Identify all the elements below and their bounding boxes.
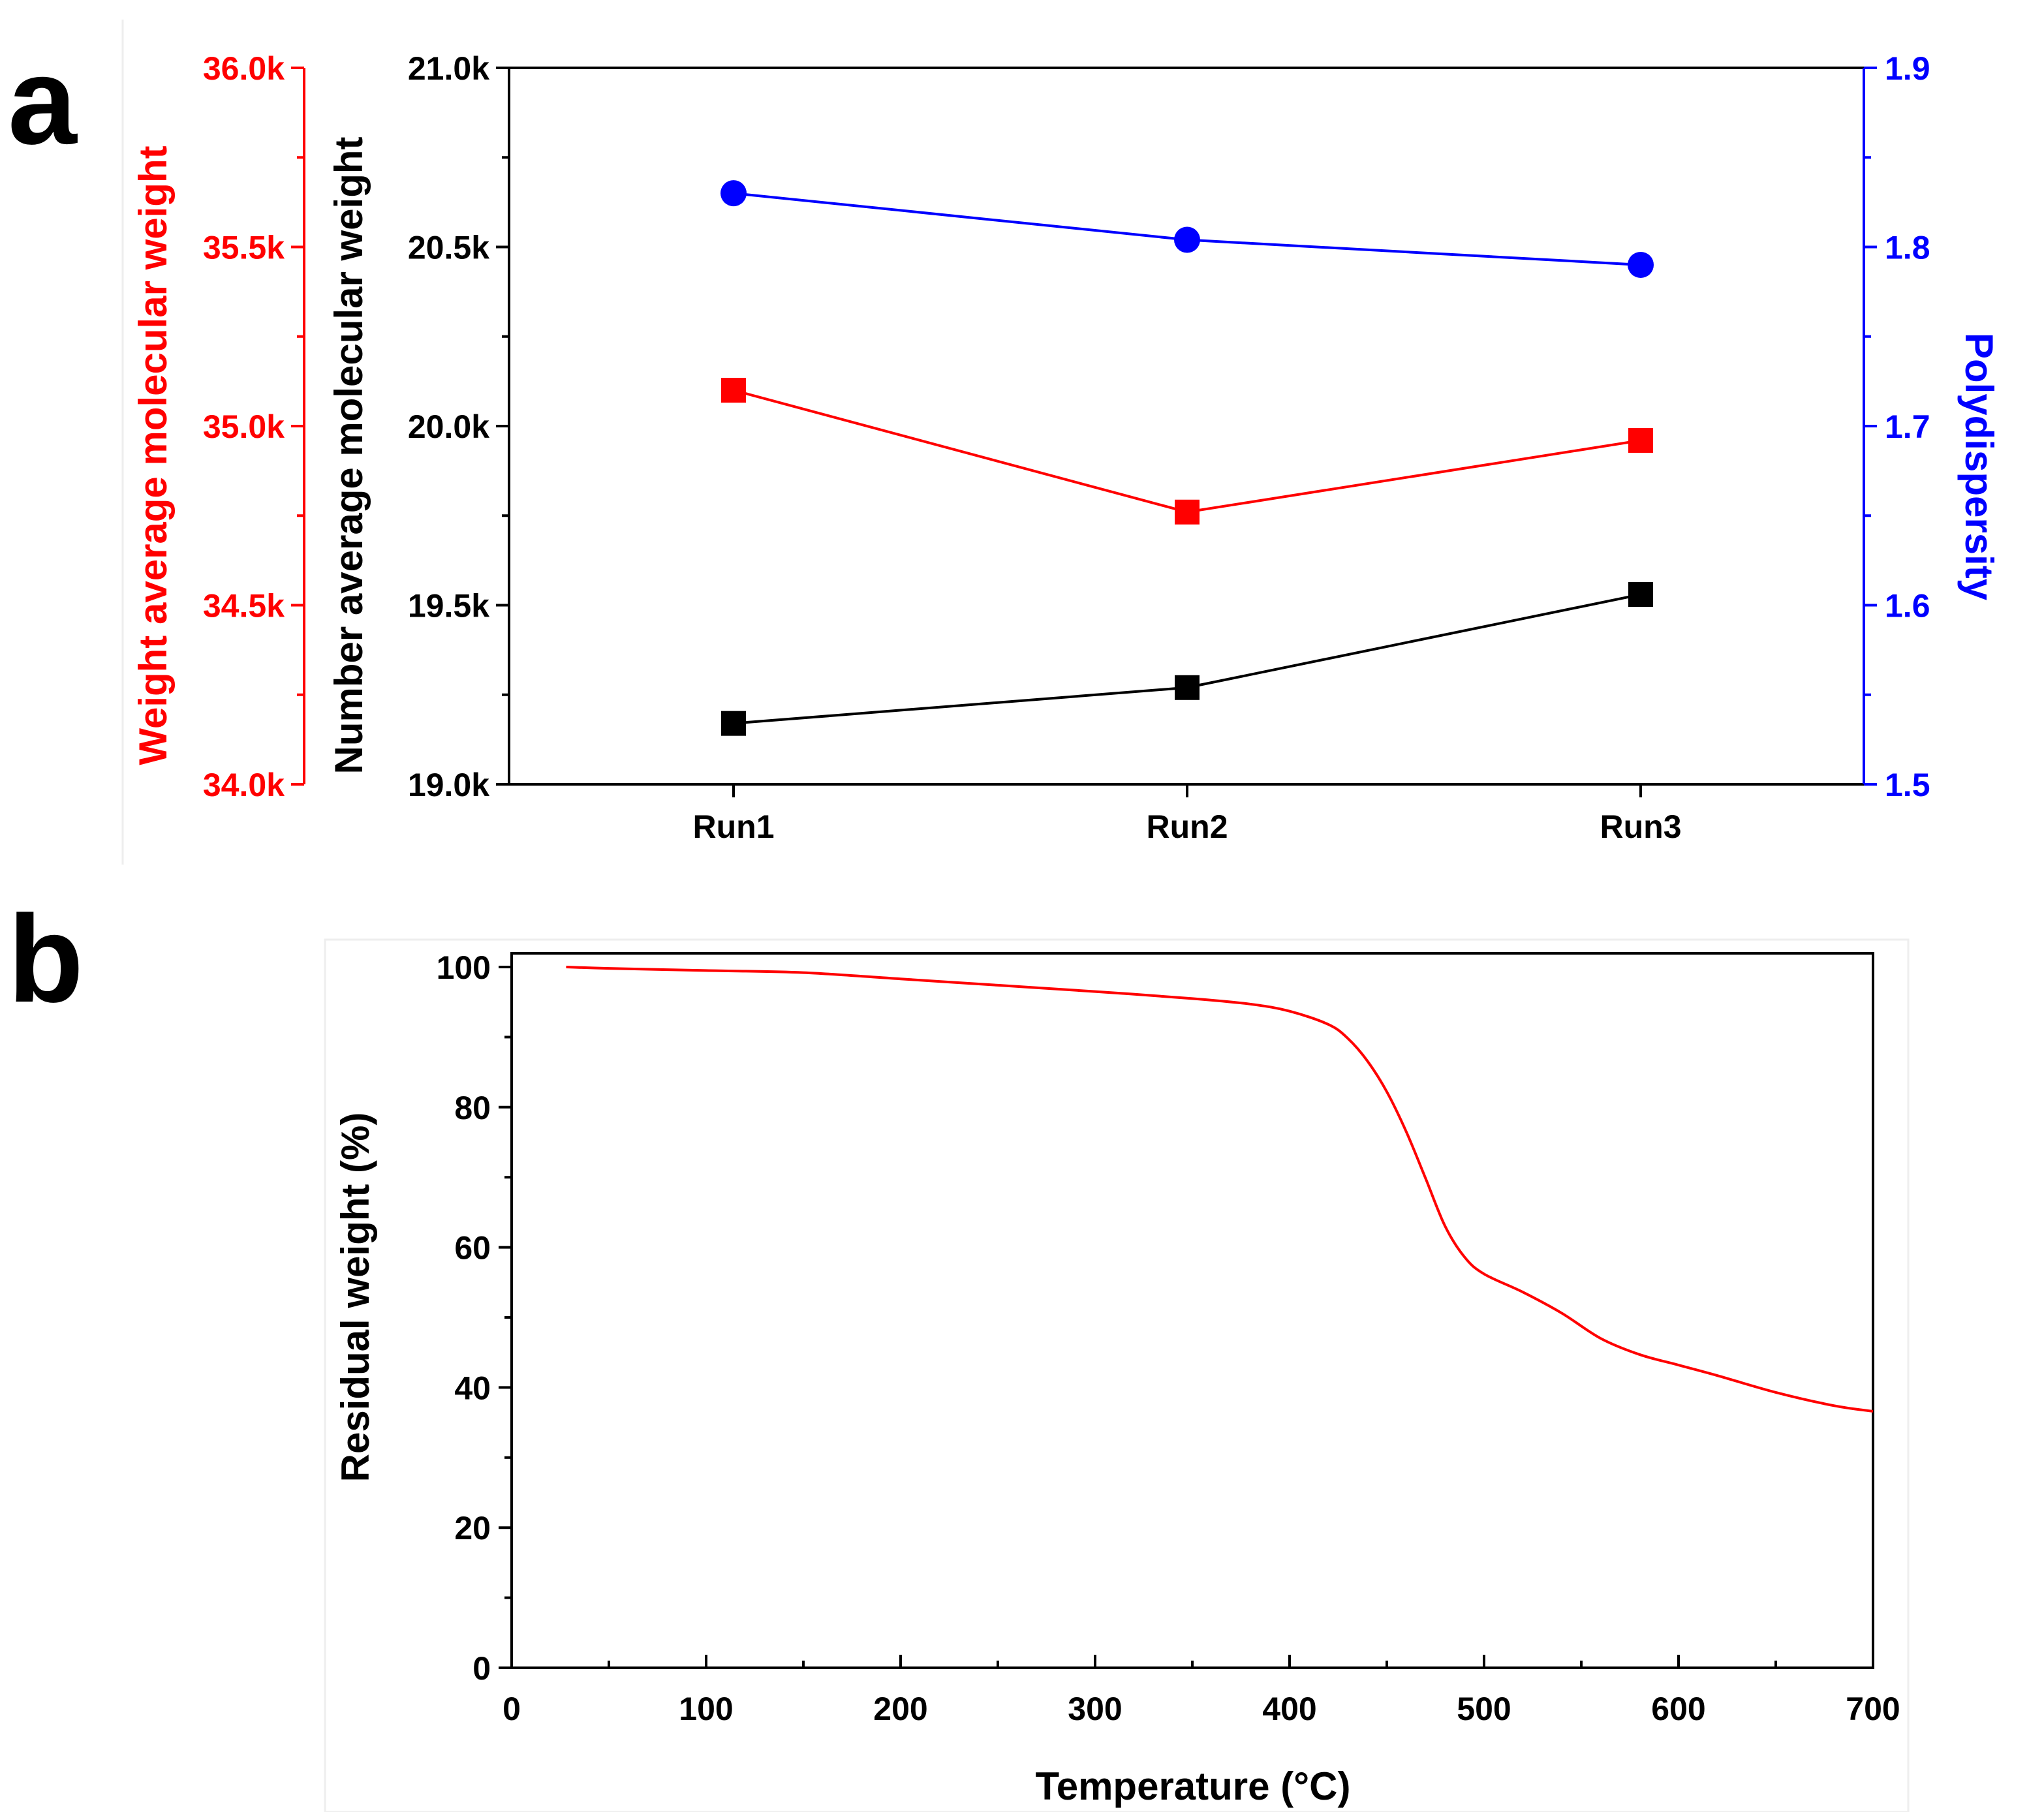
panel-b-letter: b bbox=[8, 890, 84, 1028]
x-tick-label: 400 bbox=[1262, 1691, 1316, 1727]
panel-a-letter: a bbox=[8, 32, 78, 170]
number-avg-tick-label: 20.0k bbox=[408, 408, 489, 445]
category-label: Run1 bbox=[693, 808, 775, 845]
panel-a-series bbox=[720, 180, 1654, 736]
polydispersity-tick-label: 1.5 bbox=[1885, 767, 1930, 803]
panel-b-chart: 0 100 200 300 400 500 600 700 0 20 40 60 80 100 Tempe… bbox=[324, 938, 1910, 1812]
y-tick-label: 80 bbox=[454, 1090, 491, 1126]
data-point-polydispersity bbox=[1628, 251, 1654, 278]
polydispersity-tick-label: 1.9 bbox=[1885, 50, 1930, 87]
y-tick-label: 0 bbox=[472, 1650, 491, 1687]
number-avg-axis-title: Number average molecular weight bbox=[327, 136, 371, 774]
y-tick-label: 40 bbox=[454, 1370, 491, 1406]
polydispersity-tick-label: 1.7 bbox=[1885, 408, 1930, 445]
x-tick-label: 500 bbox=[1457, 1691, 1511, 1727]
x-tick-label: 600 bbox=[1651, 1691, 1705, 1727]
data-point-weight_avg bbox=[1175, 499, 1200, 525]
data-point-polydispersity bbox=[720, 180, 747, 207]
polydispersity-axis-title: Polydispersity bbox=[1957, 333, 2001, 601]
y-tick-label: 60 bbox=[454, 1230, 491, 1267]
data-point-number_avg bbox=[1628, 582, 1653, 607]
data-point-number_avg bbox=[721, 711, 746, 736]
weight-avg-tick-label: 35.0k bbox=[203, 408, 285, 445]
y-tick-label: 20 bbox=[454, 1510, 491, 1546]
weight-avg-axis-title: Weight average molecular weight bbox=[131, 146, 175, 765]
data-point-weight_avg bbox=[1628, 427, 1653, 453]
x-tick-label: 700 bbox=[1846, 1691, 1900, 1727]
weight-avg-tick-label: 34.5k bbox=[203, 588, 285, 624]
panel-b-frame bbox=[324, 938, 1910, 1812]
weight-avg-tick-label: 34.0k bbox=[203, 767, 285, 803]
data-point-number_avg bbox=[1175, 675, 1200, 700]
panel-a-chart: 19.0k 19.5k 20.0k 20.5k 21.0k 34.0k 34.5k 35.0k… bbox=[121, 20, 2001, 865]
weight-avg-tick-label: 35.5k bbox=[203, 230, 285, 266]
polydispersity-tick-label: 1.8 bbox=[1885, 230, 1930, 266]
panel-a-axes: 19.0k 19.5k 20.0k 20.5k 21.0k 34.0k 34.5k 35.0k… bbox=[203, 50, 1930, 845]
temperature-axis-title: Temperature (°C) bbox=[1036, 1764, 1351, 1808]
panel-b-axes: 0 100 200 300 400 500 600 700 0 20 40 60 80 100 bbox=[437, 949, 1900, 1727]
category-label: Run3 bbox=[1600, 808, 1682, 845]
number-avg-tick-label: 20.5k bbox=[408, 230, 489, 266]
residual-weight-curve bbox=[566, 966, 1874, 1413]
weight-avg-tick-label: 36.0k bbox=[203, 50, 285, 87]
category-label: Run2 bbox=[1147, 808, 1228, 845]
polydispersity-tick-label: 1.6 bbox=[1885, 588, 1930, 624]
residual-weight-axis-title: Residual weight (%) bbox=[333, 1113, 377, 1482]
x-tick-label: 300 bbox=[1068, 1691, 1122, 1727]
number-avg-tick-label: 21.0k bbox=[408, 50, 489, 87]
x-tick-label: 200 bbox=[873, 1691, 927, 1727]
panel-b-series bbox=[566, 966, 1874, 1413]
number-avg-tick-label: 19.0k bbox=[408, 767, 489, 803]
data-point-polydispersity bbox=[1174, 226, 1200, 253]
x-tick-label: 0 bbox=[503, 1691, 521, 1727]
number-avg-tick-label: 19.5k bbox=[408, 588, 489, 624]
data-point-weight_avg bbox=[721, 378, 746, 403]
y-tick-label: 100 bbox=[437, 949, 491, 986]
x-tick-label: 100 bbox=[679, 1691, 733, 1727]
